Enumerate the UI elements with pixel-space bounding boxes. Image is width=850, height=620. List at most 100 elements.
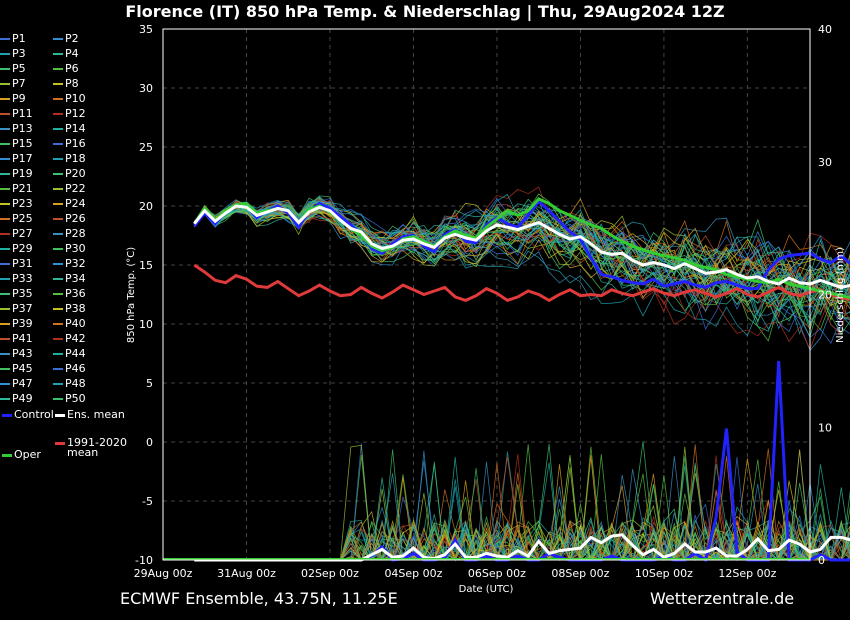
legend-item-p29: P29 (0, 242, 33, 256)
legend-label-oper: Oper (14, 448, 41, 461)
legend-swatch (0, 248, 10, 250)
legend-label-climate-2: mean (67, 446, 99, 459)
y-tick-label: 5 (146, 377, 153, 390)
legend-label: P9 (12, 92, 26, 105)
legend-label: P32 (65, 257, 86, 270)
control-precip-line (194, 360, 850, 563)
y2-tick-label: 0 (818, 554, 825, 567)
legend-item-p36: P36 (53, 287, 86, 301)
legend-label: P15 (12, 137, 33, 150)
legend-swatch (0, 68, 10, 70)
x-axis-ticks: 29Aug 00z 31Aug 00z 02Sep 00z 04Sep 00z 06Se… (134, 567, 777, 580)
legend-item-p17: P17 (0, 152, 33, 166)
legend-label: P34 (65, 272, 86, 285)
member-lines (193, 186, 850, 562)
legend-swatch (53, 188, 63, 190)
legend-swatch (0, 233, 10, 235)
legend-swatch (0, 338, 10, 340)
y-axis-label: 850 hPa Temp. (°C) (126, 247, 137, 343)
legend-item-p19: P19 (0, 167, 33, 181)
legend-label: P11 (12, 107, 33, 120)
legend-item-p28: P28 (53, 227, 86, 241)
legend-label: P46 (65, 362, 86, 375)
legend-swatch (53, 308, 63, 310)
legend-item-p39: P39 (0, 317, 33, 331)
legend-swatch (0, 38, 10, 40)
legend-item-p9: P9 (0, 92, 26, 106)
legend-item-p46: P46 (53, 362, 86, 376)
legend-item-p21: P21 (0, 182, 33, 196)
legend-swatch (53, 293, 63, 295)
y-axis-ticks: 35 30 25 20 15 10 5 0 -5 -10 (135, 23, 153, 567)
oper-temp-line (193, 197, 850, 300)
legend-item-p16: P16 (53, 137, 86, 151)
legend-label: P2 (65, 32, 79, 45)
x-tick-label: 12Sep 00z (718, 567, 776, 580)
legend-swatch (53, 128, 63, 130)
legend-label: P26 (65, 212, 86, 225)
legend-swatch (53, 323, 63, 325)
legend-swatch (0, 218, 10, 220)
legend-label: P43 (12, 347, 33, 360)
legend-swatch (53, 158, 63, 160)
legend-swatch (0, 98, 10, 100)
legend-label: P13 (12, 122, 33, 135)
legend-label: P29 (12, 242, 33, 255)
legend-item-p10: P10 (53, 92, 86, 106)
legend-swatch (0, 158, 10, 160)
y-tick-label: 15 (139, 259, 153, 272)
legend-item-p44: P44 (53, 347, 86, 361)
legend-swatch (53, 53, 63, 55)
y-tick-label: 30 (139, 82, 153, 95)
legend-item-p40: P40 (53, 317, 86, 331)
legend-label: P16 (65, 137, 86, 150)
legend-item-p45: P45 (0, 362, 33, 376)
legend-item-p31: P31 (0, 257, 33, 271)
x-tick-label: 02Sep 00z (301, 567, 359, 580)
legend-item-p30: P30 (53, 242, 86, 256)
legend-label: P35 (12, 287, 33, 300)
y-tick-label: 20 (139, 200, 153, 213)
legend-label: P33 (12, 272, 33, 285)
legend-label: P1 (12, 32, 26, 45)
legend-label: P6 (65, 62, 79, 75)
legend-item-p47: P47 (0, 377, 33, 391)
legend-swatch (0, 113, 10, 115)
legend-label: P45 (12, 362, 33, 375)
legend-swatch (53, 68, 63, 70)
legend-label: P38 (65, 302, 86, 315)
legend-item-p34: P34 (53, 272, 86, 286)
member-temp-line (194, 197, 850, 304)
legend-label: P7 (12, 77, 26, 90)
legend-label: P47 (12, 377, 33, 390)
legend-label: P44 (65, 347, 86, 360)
legend-item-p5: P5 (0, 62, 26, 76)
legend-item-oper: Oper (2, 448, 41, 462)
legend-label: P36 (65, 287, 86, 300)
legend-swatch (0, 53, 10, 55)
legend-item-p33: P33 (0, 272, 33, 286)
legend-swatch (0, 143, 10, 145)
y-tick-label: 25 (139, 141, 153, 154)
legend-swatch-ens-mean (55, 413, 65, 417)
legend-swatch-control (2, 413, 12, 417)
legend-item-p38: P38 (53, 302, 86, 316)
climate-mean-line (193, 263, 850, 303)
legend-item-p27: P27 (0, 227, 33, 241)
y-tick-label: 10 (139, 318, 153, 331)
legend-swatch (53, 173, 63, 175)
legend-swatch (53, 233, 63, 235)
legend-swatch (0, 308, 10, 310)
legend-swatch (0, 278, 10, 280)
legend-item-p49: P49 (0, 392, 33, 406)
legend-item-p37: P37 (0, 302, 33, 316)
legend-label: P24 (65, 197, 86, 210)
legend-label: P25 (12, 212, 33, 225)
legend-swatch-oper (2, 453, 12, 457)
legend-swatch (53, 383, 63, 385)
legend-label: P12 (65, 107, 86, 120)
legend-item-p42: P42 (53, 332, 86, 346)
legend-label: P42 (65, 332, 86, 345)
legend-swatch-climate (55, 441, 65, 445)
